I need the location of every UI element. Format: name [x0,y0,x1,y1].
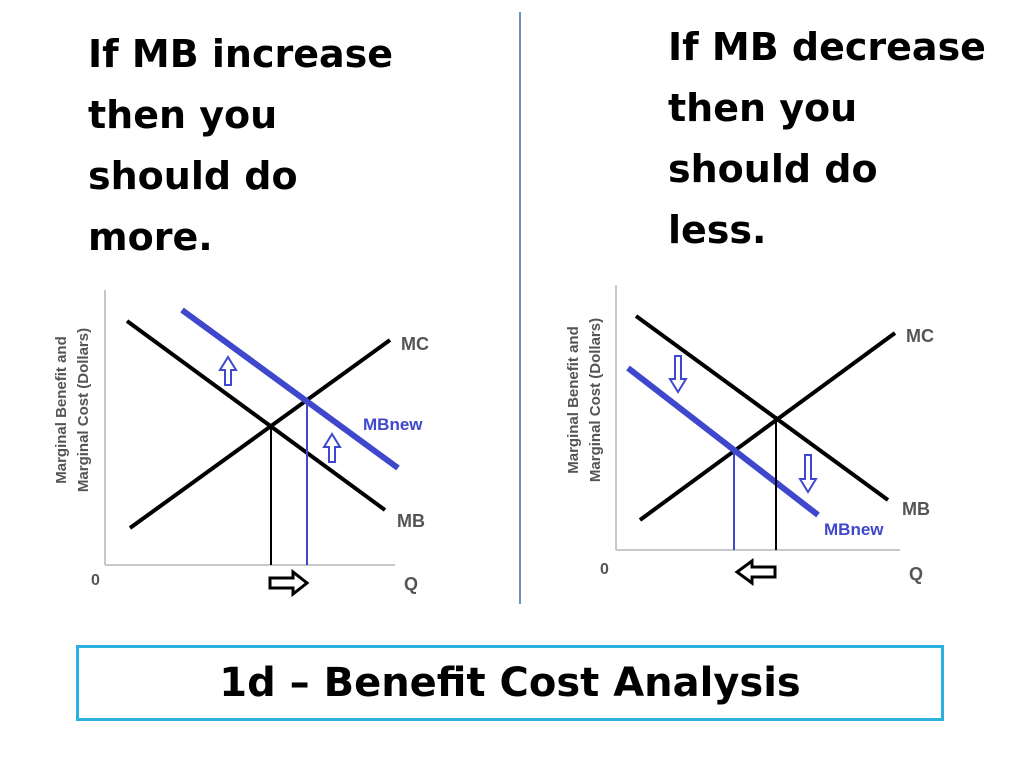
right-origin-label: 0 [600,561,609,578]
right-mb-label: MB [902,499,930,519]
left-quantity-increase-arrow [268,568,310,598]
left-shift-up-arrow-2 [322,432,342,463]
left-mc-label: MC [401,334,429,354]
left-shift-up-arrow-1 [218,355,238,386]
title-box: 1d – Benefit Cost Analysis [76,645,944,721]
right-y-axis-label-1: Marginal Benefit and [565,326,582,474]
left-mb-label: MB [397,511,425,531]
left-heading: If MB increase then you should do more. [88,32,394,259]
panel-divider [519,12,521,604]
right-x-axis-label: Q [909,564,923,584]
left-y-axis-label-2: Marginal Cost (Dollars) [75,328,92,492]
right-heading: If MB decrease then you should do less. [668,25,986,252]
right-mc-curve [638,331,897,522]
right-mc-label: MC [906,326,934,346]
left-x-axis-label: Q [404,574,418,594]
right-mbnew-curve [626,365,820,518]
left-mc-curve [128,338,392,530]
left-y-axis-label-1: Marginal Benefit and [53,336,70,484]
right-mbnew-label: MBnew [824,520,884,539]
slide-title: 1d – Benefit Cost Analysis [219,660,801,706]
right-mb-curve [634,314,890,502]
left-mbnew-curve [180,307,400,471]
right-quantity-decrease-arrow [734,558,777,586]
left-mb-curve [125,319,387,512]
right-shift-down-arrow-1 [668,355,688,394]
left-mbnew-label: MBnew [363,415,423,434]
right-y-axis-label-2: Marginal Cost (Dollars) [587,318,604,482]
left-origin-label: 0 [91,572,100,589]
right-shift-down-arrow-2 [798,454,818,494]
